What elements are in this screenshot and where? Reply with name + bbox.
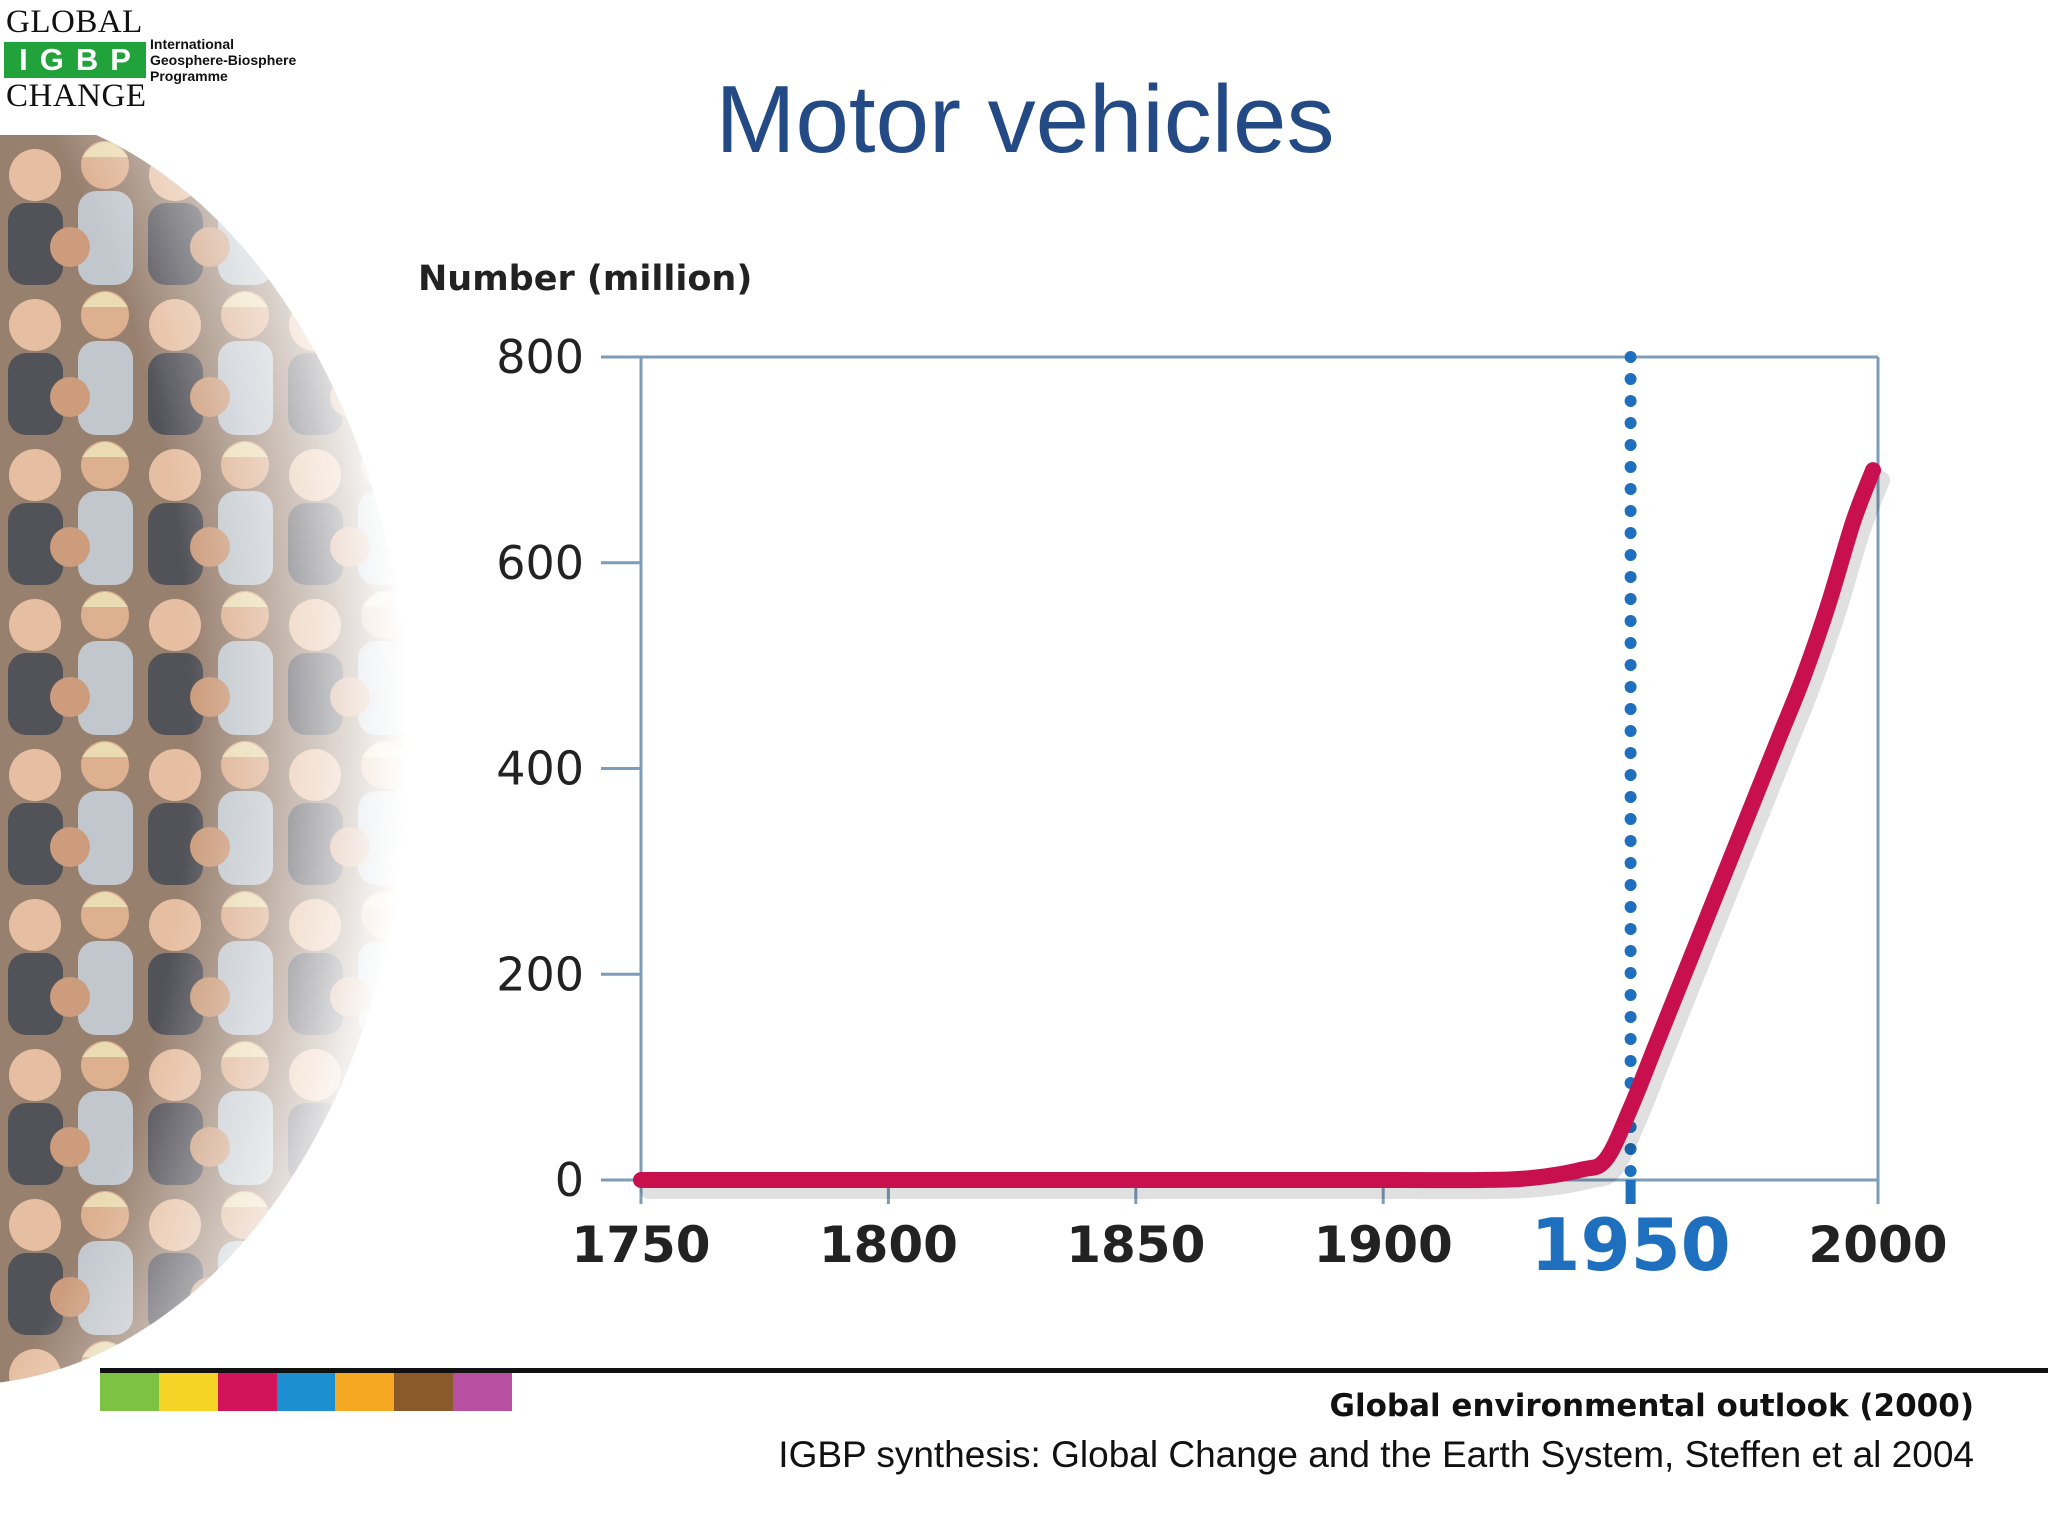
y-tick-label: 800 [496,330,584,384]
strip-block [100,1373,159,1411]
strip-block [217,1373,277,1411]
x-tick-label: 1850 [1066,1216,1205,1274]
strip-block [394,1373,454,1411]
y-tick-label: 0 [555,1153,584,1207]
x-tick-label: 1750 [571,1216,710,1274]
y-axis-label: Number (million) [418,259,752,299]
logo-change-text: CHANGE [6,78,147,114]
x-tick-label: 1950 [1530,1203,1730,1287]
logo-igbp-badge: IGBP [4,42,146,78]
logo-subtitle-3: Programme [150,68,228,84]
crowd-photo [0,135,420,1395]
x-tick-label: 1900 [1314,1216,1453,1274]
y-tick-label: 600 [496,536,584,590]
color-strip [100,1373,513,1411]
igbp-logo: GLOBAL IGBP CHANGE International Geosphe… [4,4,334,113]
logo-global-text: GLOBAL [6,4,143,40]
logo-subtitle-2: Geosphere-Biosphere [150,52,297,68]
strip-block [335,1373,395,1411]
strip-block [158,1373,218,1411]
series-shadow [640,471,1891,1200]
source-secondary: IGBP synthesis: Global Change and the Ea… [778,1434,1974,1475]
y-tick-label: 200 [496,947,584,1001]
series-line [633,462,1882,1189]
strip-block [276,1373,336,1411]
logo-subtitle-1: International [150,36,235,52]
slide-title: Motor vehicles [715,66,1335,173]
footer-divider [100,1368,2048,1373]
x-tick-label: 1800 [819,1216,958,1274]
strip-block [453,1373,513,1411]
y-tick-label: 400 [496,742,584,796]
source-primary: Global environmental outlook (2000) [1329,1388,1974,1424]
motor-vehicles-chart: Number (million) 0 200 400 600 800 1750 1800 18… [418,259,1948,1287]
x-tick-label: 2000 [1808,1216,1947,1274]
